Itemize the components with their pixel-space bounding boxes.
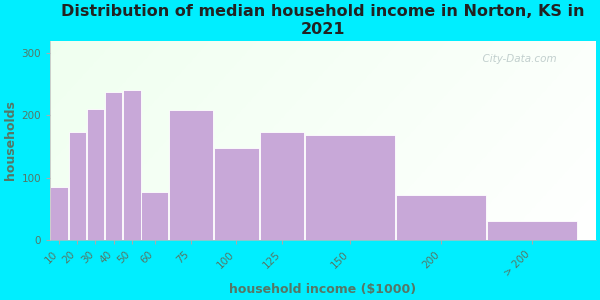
Bar (50, 187, 68, 240)
Bar (142, 191, 168, 240)
Bar (214, 148, 259, 240)
Bar (396, 195, 486, 240)
Bar (305, 135, 395, 240)
Bar (68, 132, 86, 240)
Bar (487, 221, 577, 240)
Bar (169, 110, 213, 240)
Bar (87, 109, 104, 240)
Bar (105, 92, 122, 240)
Y-axis label: households: households (4, 100, 17, 180)
Title: Distribution of median household income in Norton, KS in
2021: Distribution of median household income … (61, 4, 584, 37)
Bar (260, 132, 304, 240)
Text: City-Data.com: City-Data.com (476, 55, 556, 64)
X-axis label: household income ($1000): household income ($1000) (229, 283, 416, 296)
Bar (123, 90, 140, 240)
